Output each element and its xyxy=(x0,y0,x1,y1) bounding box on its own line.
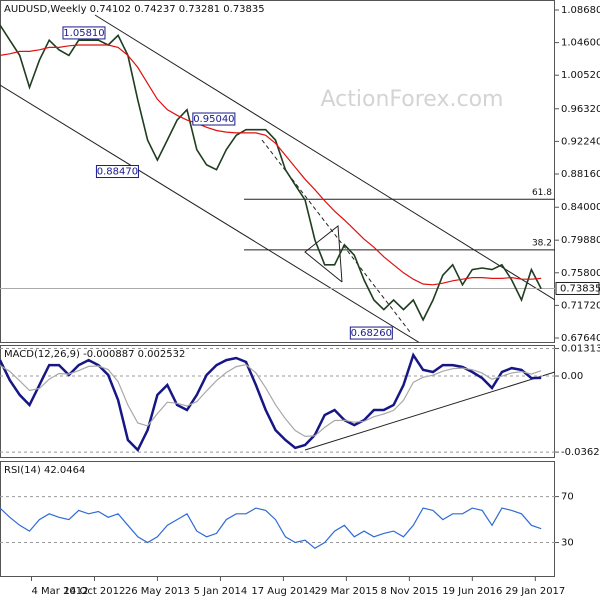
x-tick-label: 17 Aug 2014 xyxy=(251,586,315,597)
dashed-trend xyxy=(261,139,411,333)
series-line xyxy=(0,24,542,322)
rsi-layer xyxy=(0,496,555,550)
price-label: 0.95040 xyxy=(193,114,234,125)
macd-trendline xyxy=(304,371,555,451)
y-tick-label: 0.88160 xyxy=(561,169,600,180)
x-tick-label: 4 Mar 2012 xyxy=(31,586,88,597)
macd-panel xyxy=(0,345,555,458)
price-label: 1.05810 xyxy=(63,28,104,39)
price-label: 0.88470 xyxy=(97,167,138,178)
series-line xyxy=(0,364,542,438)
y-tick-label: 1.04600 xyxy=(561,38,600,49)
wedge xyxy=(304,225,343,283)
watermark: ActionForex.com xyxy=(321,87,504,112)
x-tick-label: 29 Mar 2015 xyxy=(315,586,378,597)
y-tick-label: 0.84000 xyxy=(561,202,600,213)
y-tick-label: 0.92240 xyxy=(561,136,600,147)
y-tick-label: 1.08680 xyxy=(561,5,600,16)
y-tick-label: 0.00 xyxy=(561,371,583,382)
rsi-panel xyxy=(0,461,555,577)
y-tick-label: 70 xyxy=(561,492,574,503)
macd-layer xyxy=(0,347,555,453)
series-line xyxy=(0,507,542,550)
price-label-box xyxy=(192,112,236,126)
y-tick-label: 0.71720 xyxy=(561,300,600,311)
x-tick-label: 19 Jun 2016 xyxy=(442,586,502,597)
x-tick-label: 14 Oct 2012 xyxy=(64,586,126,597)
fib-label: 61.8 xyxy=(532,188,552,198)
price-label: 0.68260 xyxy=(351,328,392,339)
fib-label: 38.2 xyxy=(532,238,552,248)
price-layer: ActionForex.com 61.8 38.2 1.05810 0.95040 0.8… xyxy=(0,14,555,342)
y-tick-label: 1.00520 xyxy=(561,70,600,81)
series-line xyxy=(0,44,542,286)
price-label-box xyxy=(95,165,139,179)
x-tick-label: 26 May 2013 xyxy=(125,586,190,597)
price-label-box xyxy=(349,326,393,340)
last-price-label: 0.73835 xyxy=(560,283,600,294)
x-tick-label: 29 Jan 2017 xyxy=(505,586,565,597)
panel-title: RSI(14) 42.0464 xyxy=(4,465,85,476)
x-tick-label: 8 Nov 2015 xyxy=(381,586,439,597)
y-tick-label: 0.013131 xyxy=(561,343,600,354)
channel-lower xyxy=(0,84,420,342)
panel-title: AUDUSD,Weekly 0.74102 0.74237 0.73281 0.… xyxy=(4,4,265,15)
channel-upper xyxy=(94,14,555,301)
y-tick-label: 0.79880 xyxy=(561,235,600,246)
panel-title: MACD(12,26,9) -0.000887 0.002532 xyxy=(4,349,185,360)
y-tick-label: 0.75800 xyxy=(561,268,600,279)
y-tick-label: 0.96320 xyxy=(561,104,600,115)
series-line xyxy=(0,352,542,453)
y-tick-label: 0.67640 xyxy=(561,333,600,344)
last-price-box xyxy=(555,281,600,295)
y-tick-label: -0.03629 xyxy=(561,447,600,458)
price-label-box xyxy=(62,26,106,40)
y-tick-label: 30 xyxy=(561,538,574,549)
x-tick-label: 5 Jan 2014 xyxy=(194,586,248,597)
price-panel xyxy=(0,0,555,343)
